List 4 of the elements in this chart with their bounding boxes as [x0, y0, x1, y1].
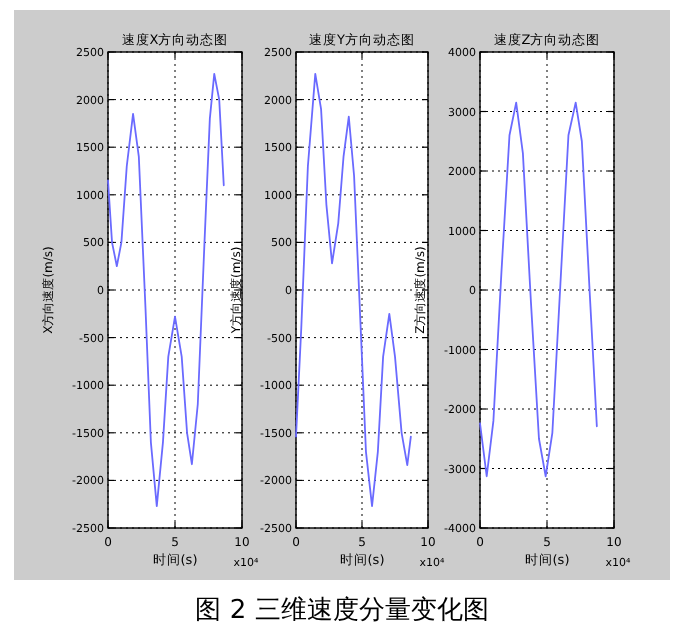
- caption: 图 2 三维速度分量变化图: [195, 594, 489, 626]
- line-series: [295, 73, 412, 507]
- line-series: [479, 101, 598, 478]
- line-series: [107, 73, 225, 507]
